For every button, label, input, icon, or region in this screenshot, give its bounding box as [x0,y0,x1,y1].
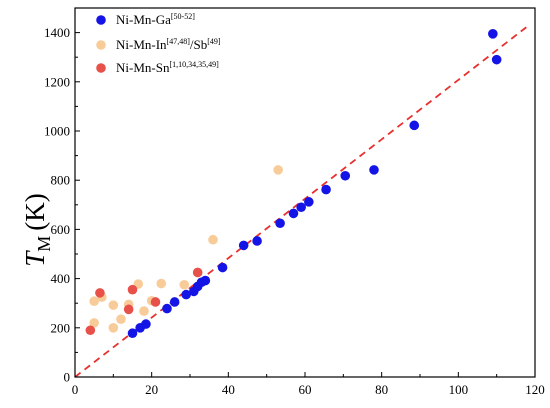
legend-name-ni-mn-in: Ni-Mn-In [116,37,167,52]
y-axis-label-main: T [20,250,50,267]
point-ni-mn-ga [162,303,172,314]
x-tick-label: 20 [145,382,158,397]
point-ni-mn-sn [192,267,203,278]
point-ni-mn-sn [123,304,134,315]
y-tick-label: 400 [51,271,71,286]
point-ni-mn-in [139,306,149,316]
legend-sup-ni-mn-sn: [1,10,34,35,49] [169,60,219,69]
legend-label-ni-mn-in-sb: Ni-Mn-In[47,48]/Sb[49] [116,37,221,52]
legend-sup-ni-mn-in: [47,48] [167,37,191,46]
y-axis-label-sub: M [34,236,54,252]
point-ni-mn-ga [169,297,180,307]
y-axis-label: TM (K) [20,193,54,267]
point-ni-mn-ga [200,275,211,286]
point-ni-mn-sn [127,284,138,295]
point-ni-mn-ga [304,197,314,207]
point-ni-mn-in [89,318,99,328]
point-ni-mn-in [208,234,218,245]
y-tick-label: 600 [51,222,71,237]
x-tick-label: 0 [72,382,79,397]
legend-name-ni-mn-ga: Ni-Mn-Ga [116,12,171,27]
legend-name-ni-mn-sn: Ni-Mn-Sn [116,60,170,75]
legend-label-ni-mn-ga: Ni-Mn-Ga[50-52] [116,12,195,27]
data-points [85,29,502,339]
y-tick-label: 0 [64,370,71,385]
point-ni-mn-in [116,314,126,324]
legend-sup-ni-mn-ga: [50-52] [171,12,195,21]
legend-sup-sb: [49] [207,37,221,46]
point-ni-mn-in [89,296,99,307]
y-axis: 0 200 400 600 800 1000 1200 1400 [44,25,80,385]
point-ni-mn-ga [409,120,420,131]
point-ni-mn-sn [95,288,105,298]
point-ni-mn-ga [141,319,151,329]
y-tick-label: 1400 [44,25,70,40]
point-ni-mn-in [108,300,119,310]
point-ni-mn-in [108,323,119,333]
legend-label-ni-mn-sn: Ni-Mn-Sn[1,10,34,35,49] [116,60,219,75]
x-axis: 0 20 40 60 80 100 120 [72,372,545,397]
x-tick-label: 60 [299,382,312,397]
point-ni-mn-ga [488,29,498,39]
y-axis-label-unit: (K) [20,193,50,230]
point-ni-mn-ga [181,289,191,300]
y-tick-label: 1200 [44,74,70,89]
y-tick-label: 800 [51,173,71,188]
x-tick-label: 80 [375,382,388,397]
point-ni-mn-in [179,279,190,290]
point-ni-mn-ga [275,218,285,229]
legend-suffix-sb: /Sb [190,37,207,52]
y-tick-label: 200 [51,320,71,335]
point-ni-mn-sn [85,325,96,336]
point-ni-mn-ga [340,170,351,181]
point-ni-mn-in [156,278,167,289]
legend-marker-ni-mn-ga [96,15,106,25]
point-ni-mn-ga [238,240,249,251]
point-ni-mn-ga [491,54,502,65]
x-tick-label: 40 [222,382,235,397]
point-ni-mn-in [273,165,283,175]
point-ni-mn-ga [288,208,299,219]
point-ni-mn-ga [217,262,228,273]
point-ni-mn-ga [321,184,331,195]
legend: Ni-Mn-Ga[50-52] Ni-Mn-In[47,48]/Sb[49] N… [96,12,221,75]
x-tick-label: 120 [525,382,545,397]
point-ni-mn-ga [369,165,379,175]
point-ni-mn-ga [296,202,306,213]
point-ni-mn-sn [150,297,161,307]
y-tick-label: 1000 [44,124,70,139]
legend-marker-ni-mn-in-sb [96,40,106,50]
legend-marker-ni-mn-sn [96,63,106,73]
point-ni-mn-ga [252,236,262,246]
point-ni-mn-ga [127,328,138,339]
x-tick-label: 100 [449,382,469,397]
